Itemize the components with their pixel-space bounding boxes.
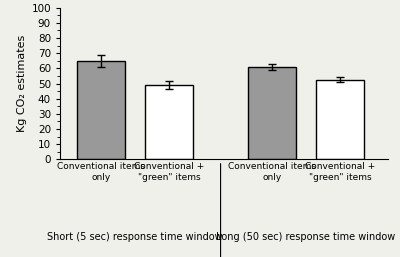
Bar: [316, 80, 364, 159]
Y-axis label: Kg CO₂ estimates: Kg CO₂ estimates: [17, 35, 27, 132]
Bar: [248, 67, 296, 159]
Bar: [77, 61, 125, 159]
Text: Short (5 sec) response time window: Short (5 sec) response time window: [47, 232, 223, 242]
Bar: [146, 85, 193, 159]
Text: Long (50 sec) response time window: Long (50 sec) response time window: [216, 232, 396, 242]
